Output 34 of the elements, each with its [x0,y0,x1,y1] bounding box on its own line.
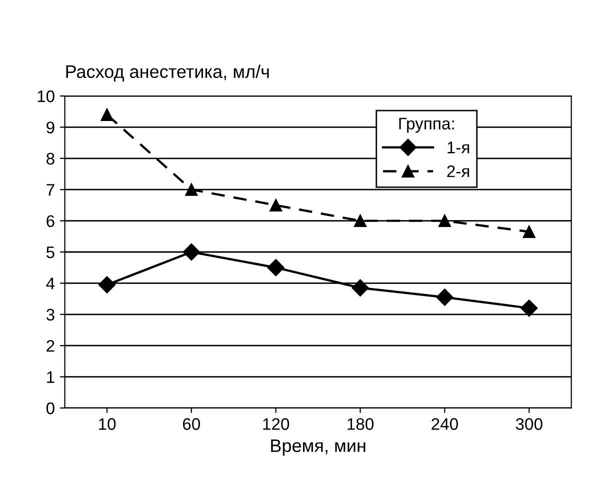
point [185,183,198,196]
point [270,198,282,212]
y-tick-label: 6 [46,215,54,228]
y-tick-label: 1 [47,371,54,383]
x-tick-label: 300 [516,418,542,430]
x-tick-label: 60 [183,418,200,430]
legend-label: 2-я [447,165,470,178]
point [436,288,454,306]
x-tick-label: 120 [263,418,290,430]
y-tick-label: 9 [46,122,54,134]
point [182,243,200,261]
y-tick-label: 2 [46,340,54,352]
point [352,279,369,296]
point [98,276,116,294]
y-tick-label: 10 [38,90,54,102]
point [520,300,538,317]
legend-label: 1-я [448,142,470,154]
point [267,259,284,276]
point [522,225,536,238]
y-tick-label: 8 [46,152,54,165]
point [100,108,114,121]
x-tick-label: 10 [99,418,116,430]
y-tick-label: 3 [46,308,54,321]
point [354,214,367,228]
y-axis-title: Расход анестетика, мл/ч [66,64,269,82]
y-tick-label: 4 [46,278,55,290]
legend-title: Группа: [399,118,454,133]
y-tick-label: 7 [46,184,54,196]
y-tick-label: 5 [46,246,54,258]
x-tick-label: 240 [432,418,458,430]
x-axis-title: Время, мин [271,439,366,456]
x-tick-label: 180 [348,418,374,430]
point [438,214,451,228]
y-tick-label: 0 [46,402,54,414]
